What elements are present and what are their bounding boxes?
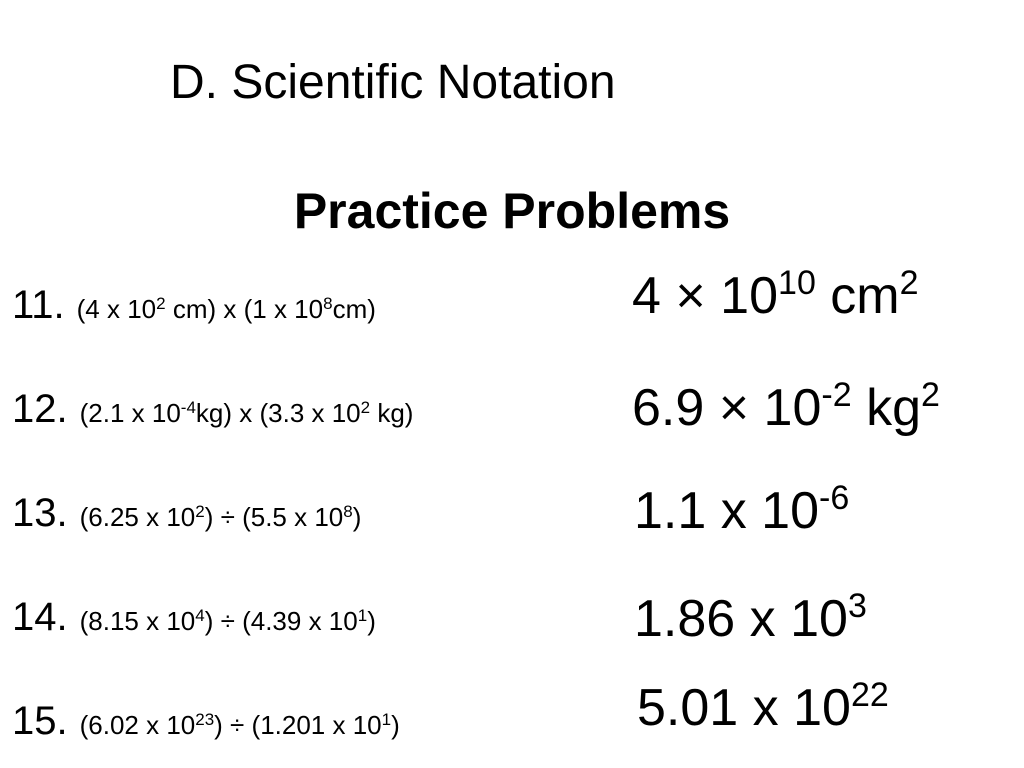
problem-line: 14. (8.15 x 104) ÷ (4.39 x 101) [12, 595, 376, 639]
text-run: kg [852, 379, 921, 437]
superscript: 2 [361, 398, 370, 417]
text-run: ) [353, 502, 362, 532]
superscript: 4 [195, 606, 204, 625]
text-run: cm) [333, 294, 376, 324]
problem-expression: (8.15 x 104) ÷ (4.39 x 101) [80, 606, 376, 637]
superscript: 2 [900, 264, 919, 302]
text-run: ) [391, 710, 400, 740]
text-run: ) [367, 606, 376, 636]
text-run: 1.86 x 10 [634, 590, 848, 648]
problem-expression: (4 x 102 cm) x (1 x 108cm) [77, 294, 376, 325]
problem-number: 15. [12, 699, 68, 743]
problem-expression: (6.25 x 102) ÷ (5.5 x 108) [80, 502, 362, 533]
text-run: (2.1 x 10 [80, 398, 181, 428]
superscript: 22 [851, 676, 889, 714]
superscript: 2 [195, 502, 204, 521]
answer: 4 × 1010 cm2 [632, 264, 919, 325]
text-run: (8.15 x 10 [80, 606, 196, 636]
superscript: 10 [778, 264, 816, 302]
text-run: ) ÷ (5.5 x 10 [205, 502, 344, 532]
superscript: -2 [821, 376, 851, 414]
problem-number: 14. [12, 595, 68, 639]
text-run: cm) x (1 x 10 [166, 294, 323, 324]
problem-line: 13. (6.25 x 102) ÷ (5.5 x 108) [12, 491, 361, 535]
text-run: kg) [370, 398, 413, 428]
superscript: 2 [156, 294, 165, 313]
text-run: 4 × 10 [632, 267, 778, 325]
superscript: 1 [382, 710, 391, 729]
text-run: (6.25 x 10 [80, 502, 196, 532]
superscript: -6 [819, 479, 849, 517]
superscript: 23 [195, 710, 214, 729]
superscript: 8 [343, 502, 352, 521]
superscript: 8 [323, 294, 332, 313]
problem-line: 15. (6.02 x 1023) ÷ (1.201 x 101) [12, 699, 400, 743]
problem-expression: (2.1 x 10-4kg) x (3.3 x 102 kg) [80, 398, 414, 429]
superscript: -4 [181, 398, 196, 417]
slide-subtitle: Practice Problems [294, 183, 730, 239]
text-run: kg) x (3.3 x 10 [196, 398, 361, 428]
problem-expression: (6.02 x 1023) ÷ (1.201 x 101) [80, 710, 400, 741]
text-run: 6.9 × 10 [632, 379, 821, 437]
text-run: (6.02 x 10 [80, 710, 196, 740]
problem-number: 13. [12, 491, 68, 535]
text-run: cm [816, 267, 900, 325]
problem-number: 12. [12, 387, 68, 431]
problem-line: 12. (2.1 x 10-4kg) x (3.3 x 102 kg) [12, 387, 413, 431]
answer: 1.1 x 10-6 [634, 479, 849, 540]
answer: 5.01 x 1022 [637, 676, 889, 737]
text-run: ) ÷ (1.201 x 10 [214, 710, 381, 740]
problem-number: 11. [12, 283, 65, 327]
text-run: 1.1 x 10 [634, 482, 819, 540]
text-run: 5.01 x 10 [637, 679, 851, 737]
superscript: 2 [921, 376, 940, 414]
answer: 6.9 × 10-2 kg2 [632, 376, 940, 437]
text-run: (4 x 10 [77, 294, 157, 324]
superscript: 1 [358, 606, 367, 625]
answer: 1.86 x 103 [634, 587, 867, 648]
slide-title: D. Scientific Notation [170, 56, 616, 109]
superscript: 3 [848, 587, 867, 625]
problem-line: 11. (4 x 102 cm) x (1 x 108cm) [12, 283, 376, 327]
text-run: ) ÷ (4.39 x 10 [205, 606, 358, 636]
